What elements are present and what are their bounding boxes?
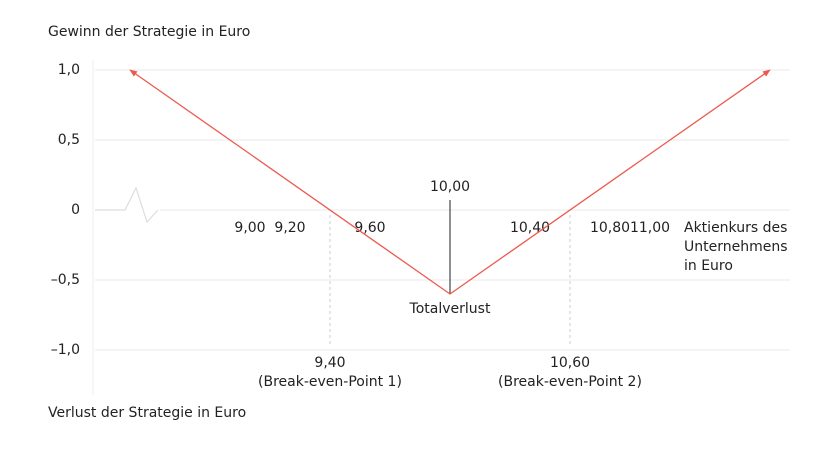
y-tick-label: –1,0 [51, 342, 80, 358]
y-title-bottom: Verlust der Strategie in Euro [48, 405, 246, 421]
x-tick-label: 9,60 [354, 220, 385, 236]
y-title-top: Gewinn der Strategie in Euro [48, 24, 250, 40]
x-tick-label: 9,20 [274, 220, 305, 236]
x-axis-label: Unternehmens [684, 239, 788, 255]
x-tick-label: 9,00 [234, 220, 265, 236]
x-axis-label: Aktienkurs des [684, 220, 787, 236]
y-tick-label: 0,5 [58, 132, 80, 148]
break-even-label: 10,60 [550, 355, 590, 371]
break-even-note: (Break-even-Point 2) [498, 374, 642, 390]
vertex-annotation: Totalverlust [409, 301, 491, 317]
break-even-note: (Break-even-Point 1) [258, 374, 402, 390]
x-tick-label: 10,40 [510, 220, 550, 236]
y-tick-label: 1,0 [58, 62, 80, 78]
vertex-tick-label: 10,00 [430, 179, 470, 195]
y-tick-label: –0,5 [51, 272, 80, 288]
x-tick-label: 10,80 [590, 220, 630, 236]
break-even-label: 9,40 [314, 355, 345, 371]
x-axis-label: in Euro [684, 258, 733, 274]
axis-break [95, 186, 159, 224]
x-tick-label: 11,00 [630, 220, 670, 236]
y-tick-label: 0 [71, 202, 80, 218]
line-series [129, 69, 771, 295]
